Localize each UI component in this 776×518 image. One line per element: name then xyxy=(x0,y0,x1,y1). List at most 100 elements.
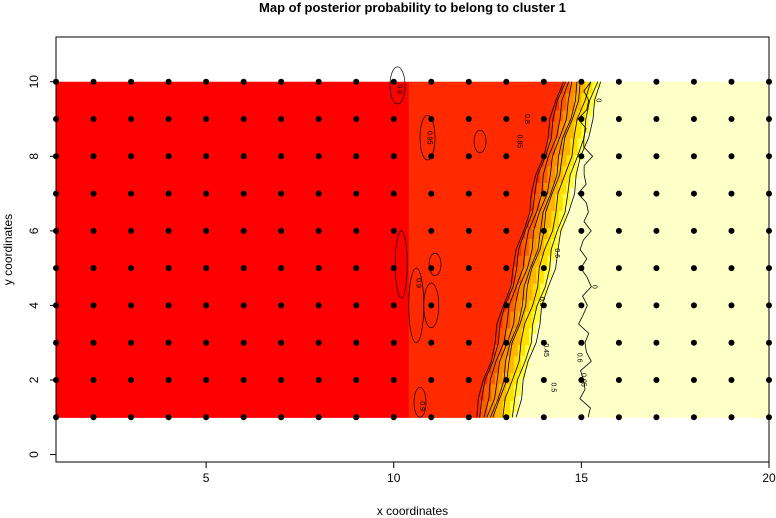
data-point xyxy=(353,302,360,309)
heatmap-cell xyxy=(558,187,567,195)
heatmap-cell xyxy=(551,187,560,195)
heatmap-cell xyxy=(543,249,552,256)
heatmap-cell xyxy=(585,137,770,144)
heatmap-cell xyxy=(483,389,492,396)
data-point xyxy=(128,376,135,383)
heatmap-cell xyxy=(551,120,560,128)
data-point xyxy=(315,78,322,85)
data-point xyxy=(540,339,547,346)
data-point xyxy=(315,227,322,234)
contour-line xyxy=(577,81,594,418)
heatmap-cell xyxy=(408,98,560,105)
heatmap-cell xyxy=(547,165,556,172)
heatmap-cell xyxy=(56,389,410,396)
heatmap-cell xyxy=(56,411,410,418)
heatmap-cell xyxy=(517,260,526,267)
heatmap-cell xyxy=(596,98,770,105)
heatmap-cell xyxy=(528,243,537,251)
heatmap-cell xyxy=(551,260,770,267)
heatmap-cell xyxy=(540,305,770,312)
data-point xyxy=(578,190,585,197)
heatmap-cell xyxy=(585,115,590,122)
heatmap-cell xyxy=(506,389,515,396)
heatmap-cell xyxy=(551,154,560,161)
data-point xyxy=(653,227,660,234)
data-point xyxy=(203,265,210,272)
data-point xyxy=(390,414,397,421)
heatmap-cell xyxy=(581,92,590,100)
data-point xyxy=(540,376,547,383)
data-point xyxy=(465,78,472,85)
y-tick-label: 6 xyxy=(27,227,41,234)
contour-line xyxy=(515,81,602,418)
data-point xyxy=(128,302,135,309)
heatmap-cell xyxy=(56,171,410,178)
data-point xyxy=(315,376,322,383)
heatmap-cell xyxy=(56,333,410,340)
heatmap-cell xyxy=(532,193,541,200)
heatmap-cell xyxy=(408,193,534,200)
heatmap-cell xyxy=(555,143,564,150)
heatmap-cell xyxy=(532,204,541,211)
data-point xyxy=(428,265,435,272)
heatmap-cell xyxy=(532,199,541,206)
heatmap-cell xyxy=(555,199,564,206)
heatmap-cell xyxy=(577,143,586,150)
heatmap-cell xyxy=(502,406,511,413)
heatmap-cell xyxy=(408,126,552,133)
heatmap-cell xyxy=(532,311,541,318)
data-point xyxy=(128,190,135,197)
contour-line xyxy=(423,282,440,329)
heatmap-cell xyxy=(510,294,519,301)
heatmap-cell xyxy=(408,199,534,206)
heatmap-cell xyxy=(532,333,770,340)
data-point xyxy=(203,116,210,123)
heatmap-cell xyxy=(528,305,537,312)
heatmap-cell xyxy=(513,355,522,362)
heatmap-cell xyxy=(555,109,564,116)
heatmap-cell xyxy=(547,148,556,156)
heatmap-cell xyxy=(513,333,522,340)
heatmap-cell xyxy=(408,143,549,150)
heatmap-cell xyxy=(56,221,410,228)
heatmap-cell xyxy=(408,322,504,329)
contour-label: 0.5 xyxy=(549,383,556,393)
heatmap-cell xyxy=(56,215,410,223)
heatmap-cell xyxy=(502,350,511,357)
heatmap-cell xyxy=(513,327,522,334)
contour-line xyxy=(473,129,487,153)
heatmap-cell xyxy=(570,165,579,172)
heatmap-cell xyxy=(517,255,526,262)
data-point xyxy=(465,190,472,197)
heatmap-cell xyxy=(521,333,530,340)
heatmap-cell xyxy=(566,187,571,195)
heatmap-cell xyxy=(506,333,515,340)
heatmap-cell xyxy=(588,104,594,111)
data-point xyxy=(90,190,97,197)
heatmap-cell xyxy=(56,327,410,334)
data-point xyxy=(390,116,397,123)
heatmap-cell xyxy=(543,210,552,217)
data-point xyxy=(165,153,172,160)
heatmap-cell xyxy=(562,176,571,183)
heatmap-cell xyxy=(408,327,500,334)
heatmap-cell xyxy=(547,255,556,262)
heatmap-cell xyxy=(566,104,575,111)
heatmap-cell xyxy=(566,215,770,223)
heatmap-cell xyxy=(513,411,770,418)
data-point xyxy=(315,265,322,272)
data-point xyxy=(315,339,322,346)
heatmap-cell xyxy=(573,160,579,167)
contour-line xyxy=(428,252,442,276)
data-point xyxy=(503,190,510,197)
heatmap-cell xyxy=(528,221,537,228)
heatmap-cell xyxy=(517,394,770,402)
heatmap-cell xyxy=(495,372,504,379)
heatmap-cell xyxy=(513,338,522,346)
data-point xyxy=(690,376,697,383)
data-point xyxy=(465,302,472,309)
heatmap-cell xyxy=(517,378,522,385)
data-point xyxy=(728,302,735,309)
heatmap-cell xyxy=(581,104,590,111)
